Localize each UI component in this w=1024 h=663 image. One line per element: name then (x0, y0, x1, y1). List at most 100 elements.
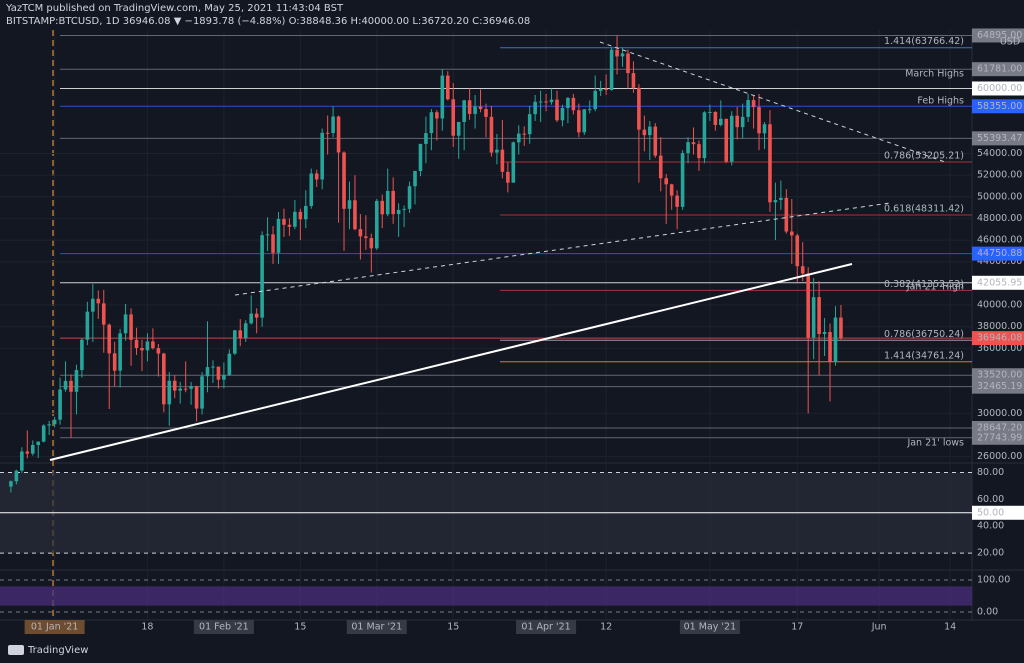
candle-body (533, 101, 537, 115)
candle-body (396, 209, 401, 215)
candle-body (555, 99, 559, 121)
candle-body (112, 353, 117, 371)
rsi-tick-label: 60.00 (977, 494, 1004, 505)
annotation: Feb Highs (917, 96, 964, 107)
level-label: 36946.08 (977, 333, 1022, 344)
candle-body (189, 386, 193, 389)
candle-body (424, 133, 428, 144)
x-tick-box (24, 620, 85, 634)
candle-body (768, 124, 772, 203)
candle-body (839, 317, 843, 339)
unit-label: USD (1000, 37, 1020, 48)
candle-body (145, 341, 150, 351)
candle-body (183, 388, 188, 390)
candle-body (336, 116, 341, 153)
candle-body (407, 186, 412, 209)
x-tick-label: 01 Feb '21 (199, 622, 249, 633)
candle-body (413, 170, 417, 187)
candle-body (69, 380, 73, 392)
candle-body (238, 330, 243, 339)
candle-body (637, 87, 641, 130)
level-box (972, 62, 1024, 77)
annotation: Jan 21' High (906, 282, 964, 293)
candle-body (265, 234, 270, 236)
candle-body (129, 314, 133, 340)
annotation: March Highs (905, 69, 964, 80)
candle-body (544, 101, 548, 103)
level-box (972, 331, 1024, 346)
candle-body (702, 112, 707, 159)
candle-body (669, 184, 674, 196)
candle-body (500, 149, 505, 172)
x-tick-label: 15 (447, 622, 459, 633)
fib-label: 1.414(63766.42) (884, 36, 964, 47)
candle-body (817, 297, 821, 334)
candle-body (254, 313, 259, 318)
x-tick-label: 12 (600, 622, 612, 633)
marks-layer (9, 34, 972, 493)
y-tick-label: 26000.00 (977, 451, 1022, 462)
candle-body (172, 380, 177, 391)
x-tick-label: 01 Apr '21 (521, 622, 570, 633)
candle-body (686, 142, 690, 154)
level-label: 64895.00 (977, 30, 1022, 41)
candle-body (648, 126, 652, 136)
candle-body (451, 99, 456, 136)
candle-body (784, 197, 789, 232)
background-layer (0, 30, 972, 620)
candle-body (293, 211, 297, 227)
candle-body (260, 235, 264, 318)
level-label: 44750.88 (977, 248, 1022, 259)
candle-body (729, 115, 734, 162)
candle-body (762, 124, 767, 134)
level-label: 28647.20 (977, 423, 1022, 434)
y-tick-label: 44000.00 (977, 256, 1022, 267)
candle-body (806, 273, 810, 338)
header-symbol: BITSTAMP:BTCUSD, 1D 36946.08 ▼ −1893.78 … (6, 16, 530, 27)
y-tick-label: 48000.00 (977, 213, 1022, 224)
y-tick-label: 36000.00 (977, 343, 1022, 354)
candle-body (577, 110, 581, 133)
candle-body (107, 324, 112, 354)
candle-body (14, 470, 19, 482)
candle-body (331, 116, 335, 133)
y-tick-label: 40000.00 (977, 300, 1022, 311)
candle-body (800, 266, 805, 274)
level-label: 42055.95 (977, 277, 1022, 288)
candle-body (205, 367, 210, 377)
candle-body (303, 205, 308, 220)
candle-body (828, 332, 832, 362)
candle-body (233, 330, 237, 354)
candle-body (41, 425, 46, 442)
candle-body (489, 116, 494, 153)
candle-body (74, 370, 79, 392)
candle-body (47, 424, 51, 426)
rsi-label-box (972, 505, 1024, 520)
stoch-band (0, 586, 972, 606)
candle-body (751, 100, 756, 108)
level-box (972, 379, 1024, 394)
candle-body (675, 195, 679, 207)
candle-body (440, 75, 445, 119)
candle-body (249, 313, 253, 324)
candle-body (380, 200, 385, 215)
candle-body (402, 208, 406, 210)
candle-body (374, 200, 379, 249)
candle-body (582, 109, 587, 133)
candle-body (773, 200, 778, 203)
candle-body (227, 353, 232, 376)
candle-body (364, 236, 368, 239)
candle-body (593, 90, 598, 110)
candle-body (271, 234, 275, 253)
annotation: Jan 21' lows (906, 438, 964, 449)
candle-body (20, 451, 24, 471)
level-label: 27743.99 (977, 432, 1022, 443)
candle-body (789, 231, 794, 236)
candle-body (571, 97, 576, 111)
candle-body (779, 197, 783, 201)
level-box (972, 430, 1024, 445)
candle-body (516, 133, 521, 143)
candle-body (609, 49, 614, 90)
y-tick-label: 46000.00 (977, 235, 1022, 246)
x-tick-label: 01 Mar '21 (351, 622, 402, 633)
